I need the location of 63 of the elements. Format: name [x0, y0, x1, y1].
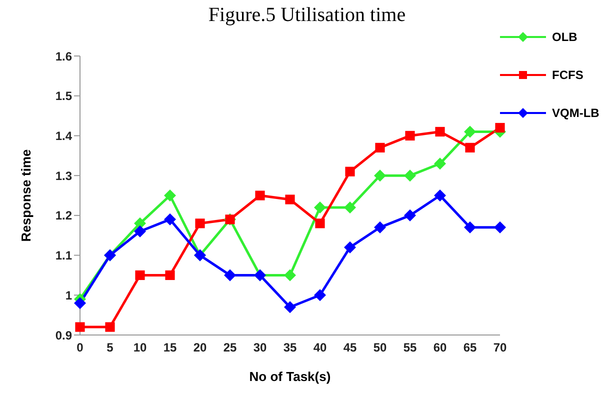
- x-tick-label: 35: [283, 340, 297, 355]
- y-tick-label: 1.6: [55, 49, 72, 64]
- x-tick-label: 25: [223, 340, 237, 355]
- point: [165, 270, 175, 280]
- legend-label: FCFS: [552, 68, 584, 82]
- x-tick-label: 10: [133, 340, 147, 355]
- point: [284, 269, 296, 282]
- point: [374, 170, 386, 182]
- point: [404, 209, 416, 222]
- point: [134, 225, 146, 238]
- point: [255, 190, 265, 200]
- point: [164, 213, 176, 226]
- x-tick-label: 55: [403, 340, 417, 355]
- point: [464, 221, 476, 234]
- point: [135, 270, 145, 280]
- y-axis-title: Response time: [18, 149, 34, 242]
- point: [494, 221, 506, 234]
- x-tick-label: 65: [463, 340, 477, 355]
- x-tick-label: 15: [163, 340, 177, 355]
- y-tick-label: 1.4: [55, 128, 72, 143]
- point: [434, 190, 446, 202]
- point: [105, 322, 115, 332]
- x-tick-label: 60: [433, 340, 447, 355]
- x-tick-label: 45: [343, 340, 357, 355]
- point: [284, 301, 296, 314]
- x-tick-label: 70: [493, 340, 507, 355]
- x-axis-title: No of Task(s): [249, 369, 331, 384]
- point: [315, 218, 325, 228]
- point: [434, 158, 446, 170]
- y-tick-label: 1: [65, 288, 72, 302]
- x-tick-label: 20: [193, 340, 207, 355]
- y-tick-label: 0.9: [55, 328, 72, 342]
- x-tick-label: 5: [106, 340, 114, 355]
- point: [344, 241, 356, 254]
- point: [314, 289, 326, 302]
- x-tick-label: 30: [253, 340, 267, 355]
- point: [404, 170, 416, 182]
- x-tick-label: 40: [313, 340, 327, 355]
- point: [164, 190, 176, 202]
- point: [405, 130, 415, 141]
- y-tick-label: 1.5: [55, 89, 72, 104]
- chart-title: Figure.5 Utilisation time: [207, 4, 407, 27]
- point: [345, 166, 355, 176]
- point: [74, 297, 86, 310]
- y-tick-label: 1.3: [55, 168, 72, 183]
- point: [75, 322, 85, 332]
- y-tick-label: 1.1: [55, 248, 72, 263]
- point: [374, 221, 386, 234]
- point: [465, 142, 475, 152]
- point: [285, 194, 295, 204]
- point: [224, 269, 236, 282]
- x-tick-label: 0: [76, 340, 84, 355]
- point: [344, 201, 356, 214]
- y-tick-label: 1.2: [55, 208, 72, 223]
- point: [495, 122, 505, 133]
- legend-label: OLB: [552, 30, 578, 44]
- point: [464, 126, 476, 138]
- point: [314, 201, 326, 214]
- point: [195, 218, 205, 228]
- x-tick-label: 50: [373, 340, 387, 355]
- point: [435, 126, 445, 137]
- legend-label: VQM-LB: [552, 106, 600, 120]
- point: [375, 142, 385, 152]
